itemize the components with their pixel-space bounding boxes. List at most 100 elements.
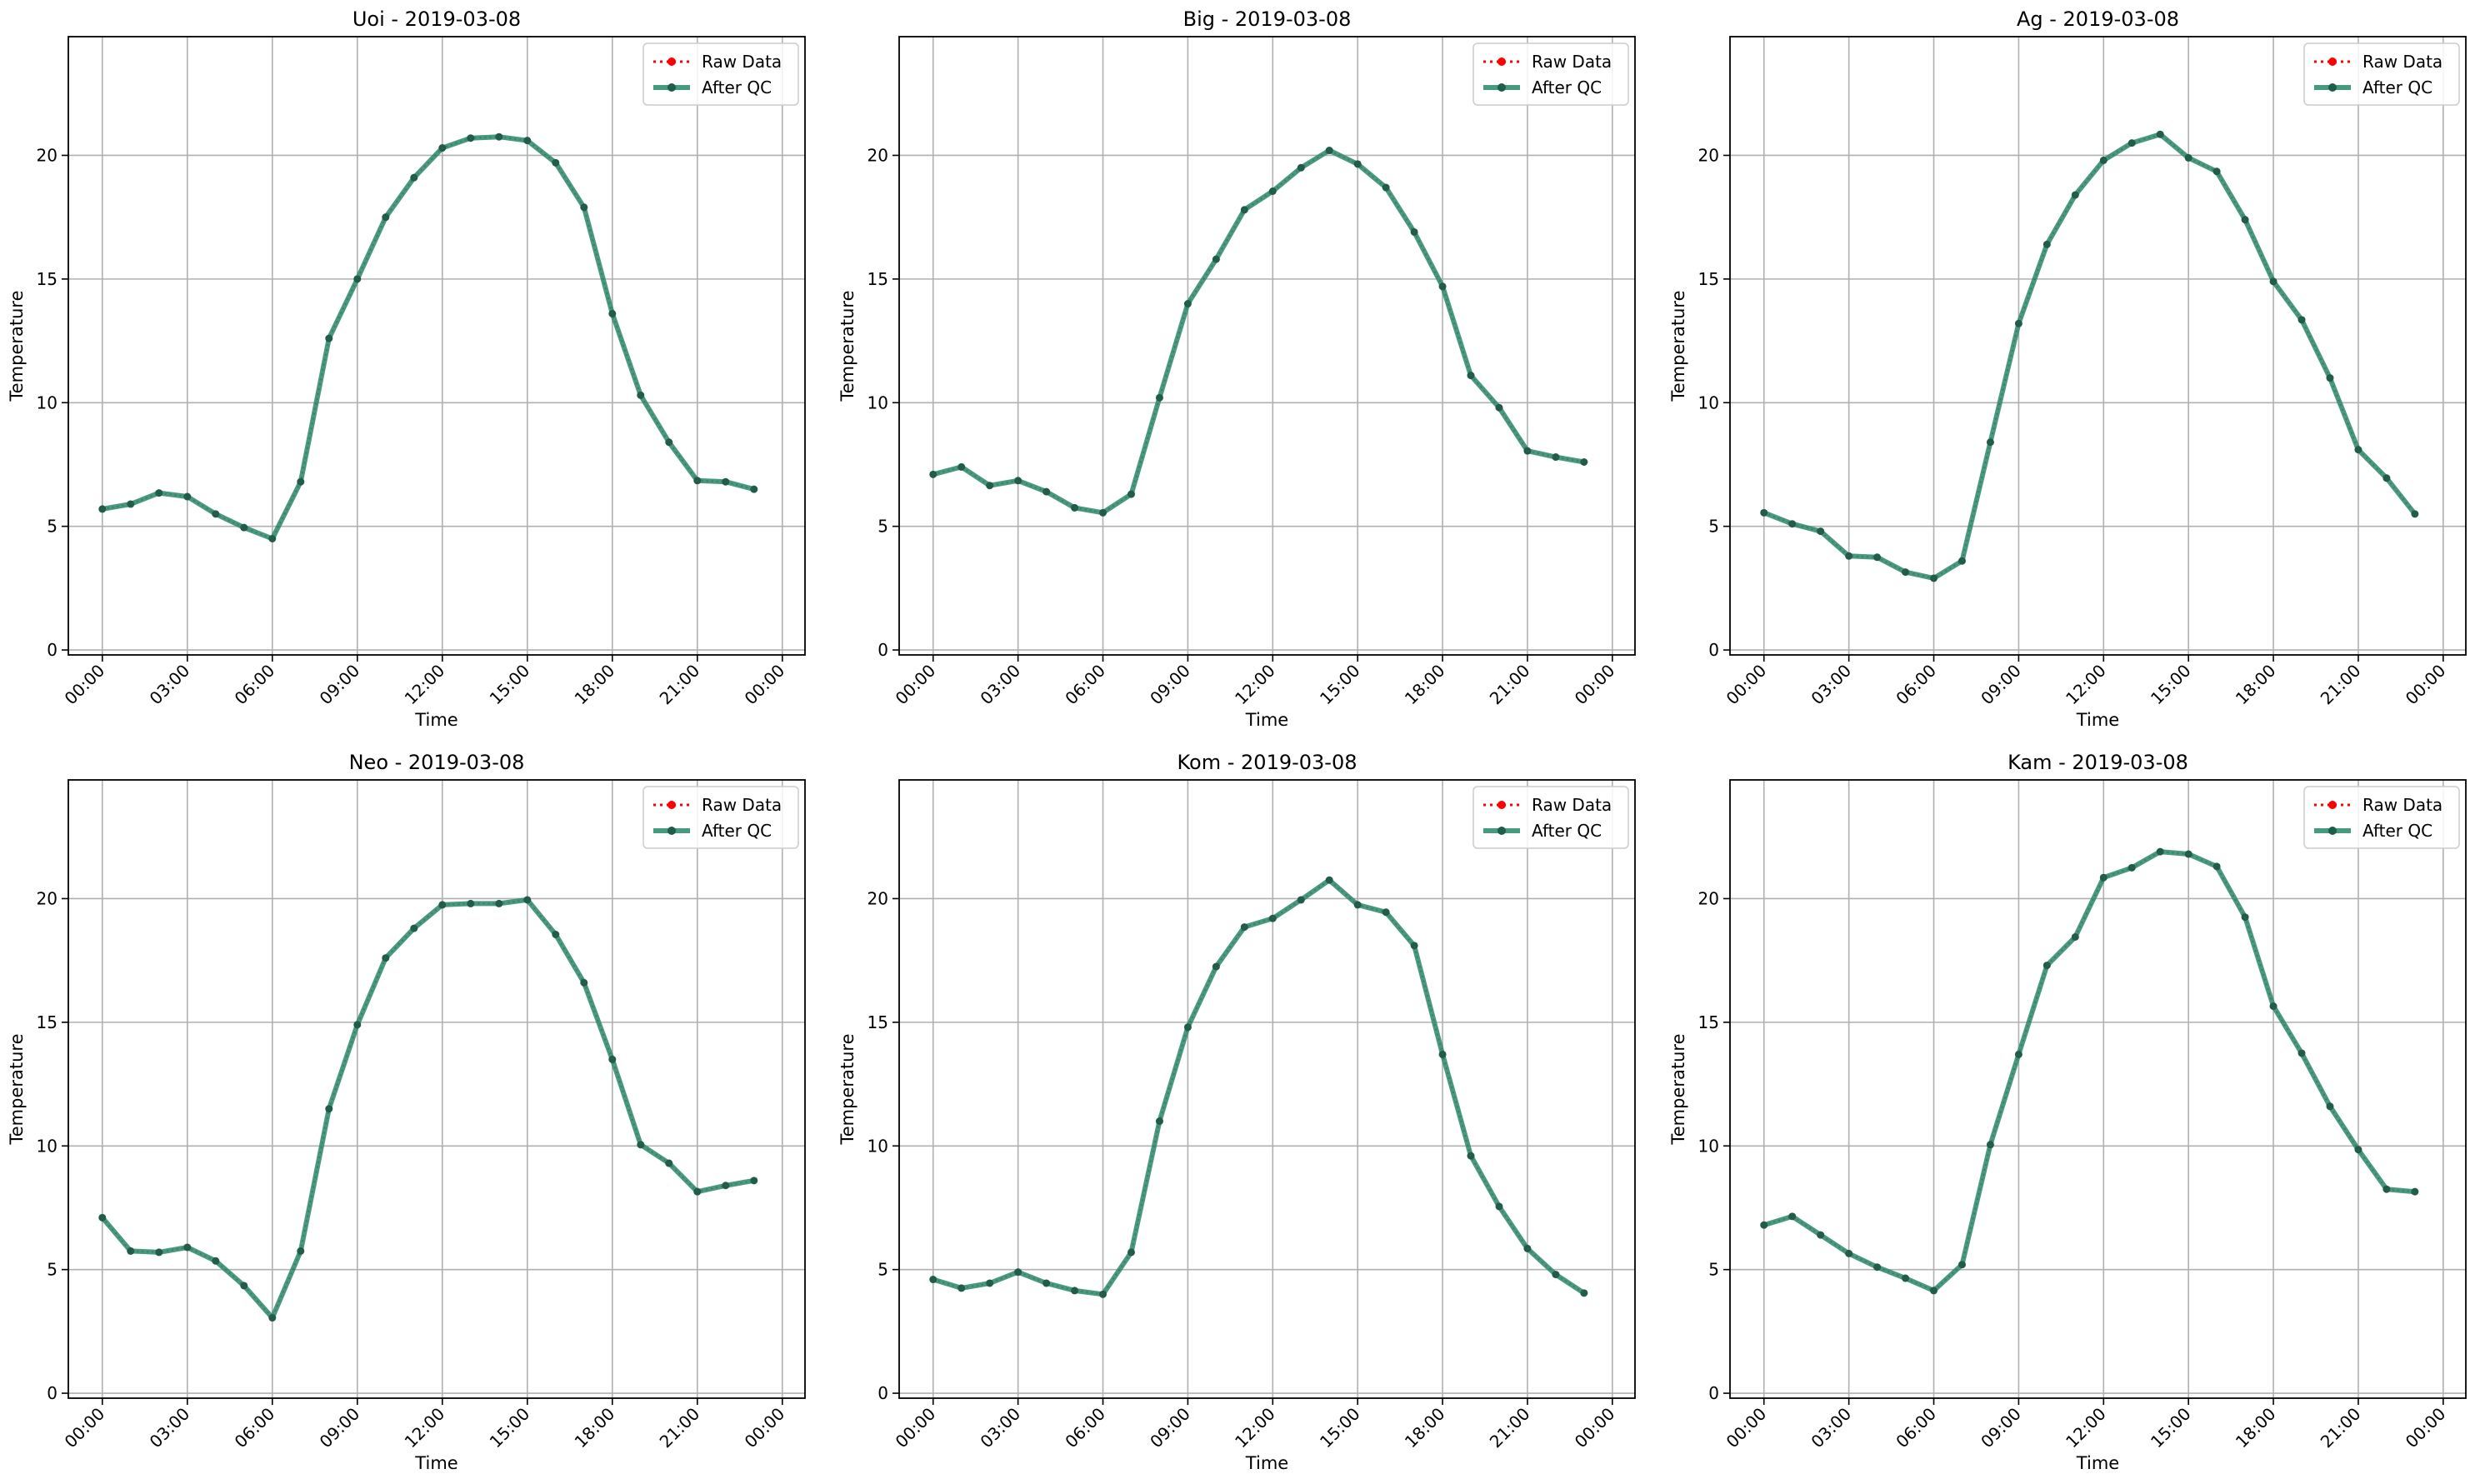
subplot-3: 00:00 03:00 06:00 09:00 12:00 15:00 18:00 21:00… <box>1668 7 2467 730</box>
subplot-title: Kom - 2019-03-08 <box>1178 751 1358 774</box>
after-qc-point <box>1817 527 1825 536</box>
x-tick-label: 18:00 <box>2232 1404 2280 1452</box>
after-qc-point <box>1552 453 1560 462</box>
after-qc-point <box>929 470 938 478</box>
legend-raw-marker <box>2328 57 2337 66</box>
x-tick-label: 18:00 <box>571 661 619 709</box>
after-qc-point <box>2269 277 2278 286</box>
after-qc-point <box>1580 1289 1588 1297</box>
legend-raw-label: Raw Data <box>2362 52 2442 72</box>
legend: Raw Data After QC <box>1472 42 1629 106</box>
x-axis-label: Time <box>414 1453 458 1473</box>
x-tick-label: 00:00 <box>61 661 109 709</box>
after-qc-point <box>127 500 135 508</box>
y-tick-label: 15 <box>37 269 58 289</box>
x-tick-label: 15:00 <box>1316 661 1364 709</box>
legend-qc-label: After QC <box>702 821 772 841</box>
legend-raw-marker <box>668 801 676 809</box>
after-qc-point <box>1580 457 1588 466</box>
after-qc-point <box>750 485 758 493</box>
x-tick-label: 00:00 <box>2402 661 2450 709</box>
axes-frame <box>898 36 1636 656</box>
after-qc-point <box>1873 1263 1882 1272</box>
x-tick-label: 00:00 <box>1722 661 1771 709</box>
legend-raw-label: Raw Data <box>702 52 782 72</box>
x-tick-label: 15:00 <box>486 661 534 709</box>
series-line-raw-data <box>1764 852 2415 1291</box>
after-qc-point <box>2071 191 2079 199</box>
x-tick-label: 06:00 <box>231 1404 279 1452</box>
after-qc-point <box>1071 1287 1079 1295</box>
y-tick-label: 20 <box>37 888 58 908</box>
series-overlap-line <box>102 898 754 1320</box>
after-qc-point <box>580 203 588 212</box>
y-tick-label: 15 <box>1698 269 1719 289</box>
y-tick-label: 5 <box>47 1260 58 1280</box>
x-tick-label: 00:00 <box>1722 1404 1771 1452</box>
y-axis-label: Temperature <box>7 1033 27 1145</box>
legend-raw-label: Raw Data <box>1532 795 1612 815</box>
x-tick-label: 03:00 <box>146 661 194 709</box>
y-tick-label: 15 <box>868 269 888 289</box>
axes-frame <box>1729 36 2467 656</box>
x-tick-label: 06:00 <box>1892 1404 1940 1452</box>
after-qc-point <box>438 901 447 909</box>
after-qc-point <box>1042 487 1051 496</box>
y-tick-label: 10 <box>868 392 888 412</box>
x-tick-label: 21:00 <box>656 1404 704 1452</box>
after-qc-point <box>1930 1287 1938 1295</box>
x-tick-label: 00:00 <box>892 661 940 709</box>
x-tick-label: 09:00 <box>1146 661 1194 709</box>
y-tick-label: 0 <box>47 640 58 660</box>
after-qc-point <box>750 1177 758 1185</box>
after-qc-point <box>467 899 475 907</box>
series-line-after-qc <box>1762 849 2416 1293</box>
series-overlap-line <box>1763 133 2416 580</box>
after-qc-point <box>268 535 277 543</box>
y-tick-label: 0 <box>878 1383 888 1403</box>
x-tick-label: 00:00 <box>741 661 789 709</box>
legend-qc-marker <box>1498 827 1506 835</box>
x-tick-label: 21:00 <box>2317 1404 2365 1452</box>
after-qc-point <box>240 1282 248 1290</box>
after-qc-point <box>212 1257 220 1265</box>
subplot-5: 00:00 03:00 06:00 09:00 12:00 15:00 18:00 21:00… <box>838 751 1636 1473</box>
y-tick-label: 10 <box>37 1136 58 1156</box>
series-overlap-line <box>932 149 1585 514</box>
after-qc-point <box>1788 1212 1797 1221</box>
y-axis-label: Temperature <box>7 290 27 402</box>
axes-frame <box>898 779 1636 1399</box>
x-axis-label: Time <box>2076 710 2119 730</box>
after-qc-point <box>1042 1279 1051 1287</box>
axes-frame <box>68 36 806 656</box>
series-line-after-qc <box>100 897 755 1321</box>
series-line-after-qc <box>932 147 1585 516</box>
legend-qc-label: After QC <box>2362 77 2432 97</box>
after-qc-point <box>1183 1023 1192 1032</box>
x-tick-label: 03:00 <box>146 1404 194 1452</box>
y-tick-label: 0 <box>1708 640 1719 660</box>
y-axis-label: Temperature <box>838 1033 858 1145</box>
after-qc-point <box>2099 156 2108 164</box>
after-qc-point <box>929 1276 938 1284</box>
legend-raw-label: Raw Data <box>702 795 782 815</box>
series-line-after-qc <box>1762 132 2418 581</box>
after-qc-point <box>722 477 730 486</box>
x-tick-label: 00:00 <box>2402 1404 2450 1452</box>
after-qc-point <box>523 896 532 904</box>
after-qc-point <box>1014 1268 1022 1277</box>
after-qc-point <box>495 132 503 141</box>
after-qc-point <box>1760 1221 1768 1229</box>
y-tick-label: 0 <box>1708 1383 1719 1403</box>
series-overlap-line <box>102 136 755 540</box>
x-tick-label: 21:00 <box>1486 661 1534 709</box>
after-qc-point <box>1325 147 1333 155</box>
x-tick-label: 06:00 <box>1892 661 1940 709</box>
series-line-raw-data <box>102 137 754 538</box>
legend-qc-marker <box>2328 827 2337 835</box>
x-tick-label: 15:00 <box>2147 1404 2195 1452</box>
x-tick-label: 12:00 <box>1231 1404 1279 1452</box>
after-qc-point <box>1958 557 1966 565</box>
x-axis-label: Time <box>2076 1453 2119 1473</box>
